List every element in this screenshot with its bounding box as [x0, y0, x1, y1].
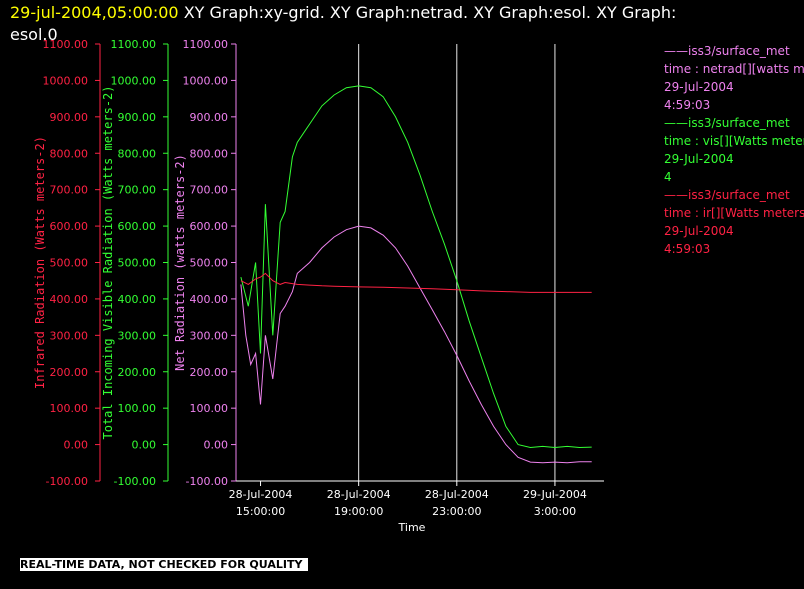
y-tick-label-vis-1: 0.00	[132, 439, 157, 452]
y-tick-label-ir-1: 0.00	[64, 439, 89, 452]
y-axis-label-net: Net Radiation (watts meters-2)	[173, 154, 187, 371]
y-tick-label-vis-8: 700.00	[118, 184, 157, 197]
y-tick-label-ir-11: 1000.00	[43, 74, 89, 87]
y-tick-label-net-0: -100.00	[186, 475, 228, 488]
quality-notice: REAL-TIME DATA, NOT CHECKED FOR QUALITY	[20, 558, 309, 571]
x-axis-label: Time	[398, 521, 426, 534]
x-tick-label-time-1: 19:00:00	[334, 505, 383, 518]
legend-entry-line3: 29-Jul-2004	[664, 152, 734, 166]
title-timestamp: 29-jul-2004,05:00:00	[10, 3, 179, 22]
x-tick-label-time-2: 23:00:00	[432, 505, 481, 518]
y-tick-label-net-9: 800.00	[190, 147, 229, 160]
x-tick-label-date-3: 29-Jul-2004	[523, 488, 587, 501]
y-tick-label-vis-0: -100.00	[114, 475, 156, 488]
y-tick-label-net-11: 1000.00	[183, 74, 229, 87]
legend-entry-line2: time : ir[][Watts meters^-2]	[664, 206, 804, 220]
y-tick-label-ir-12: 1100.00	[43, 38, 89, 51]
series-line-net	[240, 225, 592, 464]
x-tick-label-date-0: 28-Jul-2004	[229, 488, 293, 501]
y-tick-label-net-10: 900.00	[190, 111, 229, 124]
title-graphs: XY Graph:xy-grid. XY Graph:netrad. XY Gr…	[183, 3, 677, 22]
series-line-ir	[240, 272, 592, 293]
y-tick-label-vis-9: 800.00	[118, 147, 157, 160]
legend-entry-line2: time : vis[][Watts meters^-2]	[664, 134, 804, 148]
y-tick-label-vis-3: 200.00	[118, 366, 157, 379]
y-tick-label-vis-12: 1100.00	[111, 38, 157, 51]
y-tick-label-vis-6: 500.00	[118, 257, 157, 270]
series-line-vis	[240, 85, 592, 449]
y-tick-label-net-2: 100.00	[190, 402, 229, 415]
y-tick-label-ir-3: 200.00	[50, 366, 89, 379]
y-tick-label-ir-10: 900.00	[50, 111, 89, 124]
legend-entry-line4: 4	[664, 170, 672, 184]
y-tick-label-ir-8: 700.00	[50, 184, 89, 197]
y-tick-label-net-8: 700.00	[190, 184, 229, 197]
legend-entry-line3: 29-Jul-2004	[664, 80, 734, 94]
y-tick-label-ir-0: -100.00	[46, 475, 88, 488]
y-tick-label-vis-7: 600.00	[118, 220, 157, 233]
title-bar: 29-jul-2004,05:00:00 XY Graph:xy-grid. X…	[10, 2, 800, 46]
y-tick-label-net-3: 200.00	[190, 366, 229, 379]
y-tick-label-ir-9: 800.00	[50, 147, 89, 160]
y-tick-label-vis-11: 1000.00	[111, 74, 157, 87]
legend-entry-line1: ——iss3/surface_met	[664, 188, 790, 202]
y-tick-label-vis-5: 400.00	[118, 293, 157, 306]
legend-entry-line2: time : netrad[][watts meters^-2]	[664, 62, 804, 76]
x-tick-label-time-0: 15:00:00	[236, 505, 285, 518]
legend-entry-line1: ——iss3/surface_met	[664, 44, 790, 58]
y-tick-label-vis-4: 300.00	[118, 329, 157, 342]
legend-entry-line3: 29-Jul-2004	[664, 224, 734, 238]
y-axis-label-vis: Total Incoming Visible Radiation (Watts …	[101, 85, 115, 439]
title-graphs-continued: esol.0	[10, 25, 58, 44]
y-tick-label-vis-10: 900.00	[118, 111, 157, 124]
legend-entry-line4: 4:59:03	[664, 242, 711, 256]
y-tick-label-net-4: 300.00	[190, 329, 229, 342]
y-tick-label-net-6: 500.00	[190, 257, 229, 270]
x-tick-label-date-2: 28-Jul-2004	[425, 488, 489, 501]
y-tick-label-ir-5: 400.00	[50, 293, 89, 306]
x-tick-label-date-1: 28-Jul-2004	[327, 488, 391, 501]
x-tick-label-time-3: 3:00:00	[534, 505, 576, 518]
y-tick-label-vis-2: 100.00	[118, 402, 157, 415]
y-tick-label-net-1: 0.00	[204, 439, 229, 452]
legend-entry-line4: 4:59:03	[664, 98, 711, 112]
y-tick-label-net-12: 1100.00	[183, 38, 229, 51]
y-tick-label-ir-2: 100.00	[50, 402, 89, 415]
y-tick-label-ir-4: 300.00	[50, 329, 89, 342]
legend-entry-line1: ——iss3/surface_met	[664, 116, 790, 130]
y-tick-label-net-5: 400.00	[190, 293, 229, 306]
y-tick-label-ir-6: 500.00	[50, 257, 89, 270]
y-axis-label-ir: Infrared Radiation (Watts meters-2)	[33, 136, 47, 389]
y-tick-label-net-7: 600.00	[190, 220, 229, 233]
y-tick-label-ir-7: 600.00	[50, 220, 89, 233]
